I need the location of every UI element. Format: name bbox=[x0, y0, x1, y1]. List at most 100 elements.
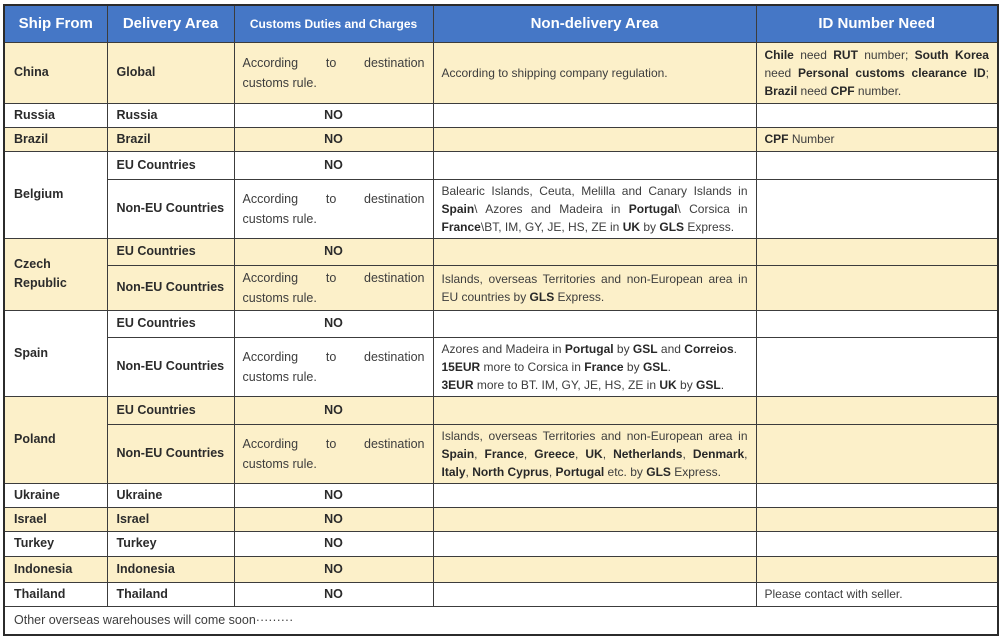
cell-id-need: CPF Number bbox=[755, 126, 999, 152]
row-belgium-eu: Belgium EU Countries NO bbox=[3, 150, 999, 239]
cell-customs: NO bbox=[233, 150, 434, 180]
shipping-info-table: Ship From Delivery Area Customs Duties a… bbox=[3, 4, 999, 636]
cell-ship-from: Spain bbox=[3, 309, 108, 397]
cell-non-delivery bbox=[432, 482, 757, 508]
cell-non-delivery bbox=[432, 395, 757, 425]
row-spain-non-eu: Non-EU Countries According to destinatio… bbox=[4, 336, 999, 397]
cell-customs: NO bbox=[233, 237, 434, 266]
row-brazil: Brazil Brazil NO CPF Number bbox=[3, 126, 999, 152]
cell-ship-from: Indonesia bbox=[3, 555, 108, 583]
cell-delivery-area: Brazil bbox=[106, 126, 235, 152]
cell-id-need: Chile need RUT number; South Korea need … bbox=[755, 41, 999, 104]
cell-non-delivery bbox=[432, 581, 757, 607]
cell-id-need bbox=[755, 482, 999, 508]
cell-non-delivery bbox=[432, 126, 757, 152]
cell-delivery-area: Non-EU Countries bbox=[106, 336, 235, 397]
row-belgium-non-eu: Non-EU Countries According to destinatio… bbox=[4, 178, 999, 239]
cell-customs: NO bbox=[233, 482, 434, 508]
col-header-customs-duties: Customs Duties and Charges bbox=[233, 4, 434, 43]
cell-non-delivery bbox=[432, 555, 757, 583]
cell-delivery-area: Ukraine bbox=[106, 482, 235, 508]
row-czech-eu: Czech Republic EU Countries NO bbox=[3, 237, 999, 311]
col-header-delivery-area: Delivery Area bbox=[106, 4, 235, 43]
cell-ship-from: Brazil bbox=[3, 126, 108, 152]
cell-non-delivery: Islands, overseas Territories and non-Eu… bbox=[432, 264, 757, 311]
cell-non-delivery: Balearic Islands, Ceuta, Melilla and Can… bbox=[432, 178, 757, 239]
col-header-id-number-need: ID Number Need bbox=[755, 4, 999, 43]
cell-delivery-area: Non-EU Countries bbox=[106, 423, 235, 484]
cell-non-delivery: According to shipping company regulation… bbox=[432, 41, 757, 104]
cell-customs: NO bbox=[233, 309, 434, 338]
cell-non-delivery bbox=[432, 102, 757, 128]
cell-delivery-area: Israel bbox=[106, 506, 235, 532]
row-turkey: Turkey Turkey NO bbox=[3, 530, 999, 557]
cell-ship-from: Russia bbox=[3, 102, 108, 128]
cell-ship-from: China bbox=[3, 41, 108, 104]
cell-id-need bbox=[755, 102, 999, 128]
cell-delivery-area: EU Countries bbox=[106, 395, 235, 425]
cell-id-need bbox=[755, 178, 999, 239]
row-thailand: Thailand Thailand NO Please contact with… bbox=[3, 581, 999, 607]
cell-customs: NO bbox=[233, 126, 434, 152]
row-ukraine: Ukraine Ukraine NO bbox=[3, 482, 999, 508]
cell-ship-from: Ukraine bbox=[3, 482, 108, 508]
cell-id-need bbox=[755, 395, 999, 425]
cell-delivery-area: EU Countries bbox=[106, 237, 235, 266]
cell-id-need bbox=[755, 555, 999, 583]
cell-non-delivery: Islands, overseas Territories and non-Eu… bbox=[432, 423, 757, 484]
cell-non-delivery bbox=[432, 150, 757, 180]
cell-ship-from: Israel bbox=[3, 506, 108, 532]
cell-delivery-area: Global bbox=[106, 41, 235, 104]
cell-delivery-area: Non-EU Countries bbox=[106, 178, 235, 239]
row-china: China Global According to destination cu… bbox=[3, 41, 999, 104]
cell-delivery-area: Indonesia bbox=[106, 555, 235, 583]
cell-id-need bbox=[755, 336, 999, 397]
cell-id-need bbox=[755, 530, 999, 557]
cell-ship-from: Poland bbox=[3, 395, 108, 484]
cell-customs: According to destination customs rule. bbox=[233, 264, 434, 311]
cell-non-delivery bbox=[432, 237, 757, 266]
cell-id-need: Please contact with seller. bbox=[755, 581, 999, 607]
cell-non-delivery bbox=[432, 530, 757, 557]
row-indonesia: Indonesia Indonesia NO bbox=[3, 555, 999, 583]
row-poland-non-eu: Non-EU Countries According to destinatio… bbox=[4, 423, 999, 484]
cell-customs: NO bbox=[233, 395, 434, 425]
row-spain-eu: Spain EU Countries NO bbox=[3, 309, 999, 397]
col-header-non-delivery-area: Non-delivery Area bbox=[432, 4, 757, 43]
cell-delivery-area: Russia bbox=[106, 102, 235, 128]
cell-customs: According to destination customs rule. bbox=[233, 41, 434, 104]
cell-id-need bbox=[755, 423, 999, 484]
cell-customs: According to destination customs rule. bbox=[233, 178, 434, 239]
row-poland-eu: Poland EU Countries NO bbox=[3, 395, 999, 484]
cell-delivery-area: Turkey bbox=[106, 530, 235, 557]
cell-ship-from: Turkey bbox=[3, 530, 108, 557]
cell-customs: According to destination customs rule. bbox=[233, 423, 434, 484]
cell-ship-from: Czech Republic bbox=[3, 237, 108, 311]
cell-ship-from: Thailand bbox=[3, 581, 108, 607]
cell-non-delivery bbox=[432, 309, 757, 338]
cell-id-need bbox=[755, 506, 999, 532]
cell-customs: NO bbox=[233, 506, 434, 532]
col-header-ship-from: Ship From bbox=[3, 4, 108, 43]
cell-delivery-area: Thailand bbox=[106, 581, 235, 607]
cell-delivery-area: Non-EU Countries bbox=[106, 264, 235, 311]
cell-customs: NO bbox=[233, 555, 434, 583]
cell-non-delivery: Azores and Madeira in Portugal by GSL an… bbox=[432, 336, 757, 397]
cell-customs: According to destination customs rule. bbox=[233, 336, 434, 397]
cell-non-delivery bbox=[432, 506, 757, 532]
header-row: Ship From Delivery Area Customs Duties a… bbox=[3, 4, 999, 43]
row-russia: Russia Russia NO bbox=[3, 102, 999, 128]
cell-id-need bbox=[755, 264, 999, 311]
cell-id-need bbox=[755, 150, 999, 180]
cell-customs: NO bbox=[233, 530, 434, 557]
cell-id-need bbox=[755, 237, 999, 266]
cell-ship-from: Belgium bbox=[3, 150, 108, 239]
cell-customs: NO bbox=[233, 102, 434, 128]
footer-row: Other overseas warehouses will come soon… bbox=[3, 605, 999, 636]
row-israel: Israel Israel NO bbox=[3, 506, 999, 532]
cell-delivery-area: EU Countries bbox=[106, 309, 235, 338]
cell-id-need bbox=[755, 309, 999, 338]
footer-note: Other overseas warehouses will come soon… bbox=[3, 605, 999, 636]
row-czech-non-eu: Non-EU Countries According to destinatio… bbox=[4, 264, 999, 311]
